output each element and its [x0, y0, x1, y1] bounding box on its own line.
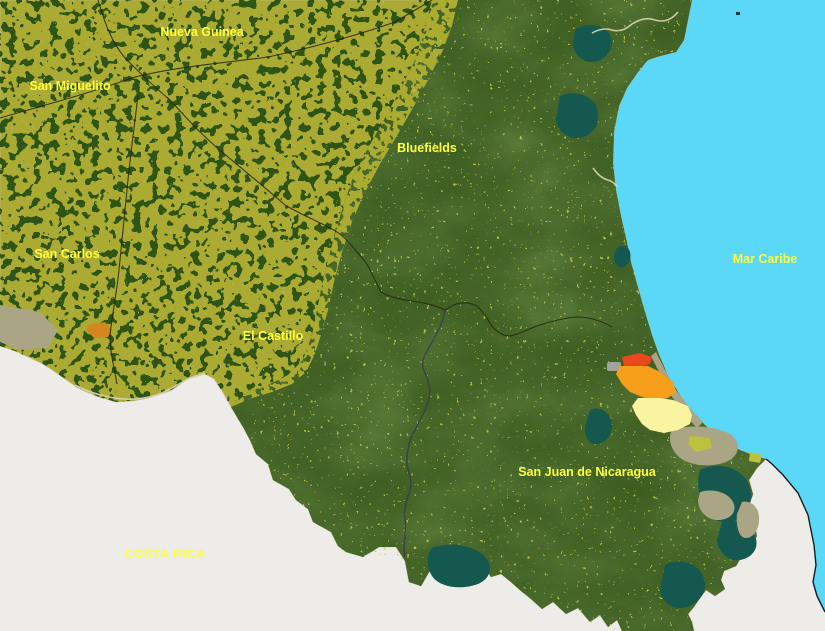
sea-speck: [736, 12, 740, 15]
costa-rica-coastline: [765, 458, 825, 613]
rivers-tan: [74, 11, 679, 400]
label-san-carlos: San Carlos: [34, 247, 99, 261]
patch-red: [622, 353, 652, 368]
label-san-juan-de-nicaragua: San Juan de Nicaragua: [518, 465, 657, 479]
agriculture-soil-speckle: [0, 0, 500, 407]
patch-pale-yellow: [632, 398, 692, 433]
boundary-lines: [0, 0, 613, 385]
label-bluefields: Bluefields: [397, 141, 457, 155]
label-nueva-guinea: Nueva Guinea: [160, 25, 244, 39]
frontier-band: [231, 0, 458, 407]
label-costa-rica: COSTA RICA: [124, 547, 205, 561]
patch-gray: [607, 362, 621, 371]
patch-orange-small: [87, 322, 112, 338]
label-mar-caribe: Mar Caribe: [733, 252, 798, 266]
forest-clearings-speckle: [243, 0, 766, 631]
label-san-miguelito: San Miguelito: [29, 79, 111, 93]
sea-region: [613, 0, 825, 612]
map-labels: Nueva Guinea San Miguelito Bluefields Sa…: [29, 25, 797, 561]
label-el-castillo: El Castillo: [243, 329, 304, 343]
patch-orange: [616, 366, 676, 400]
rio-san-juan-line: [403, 309, 446, 558]
